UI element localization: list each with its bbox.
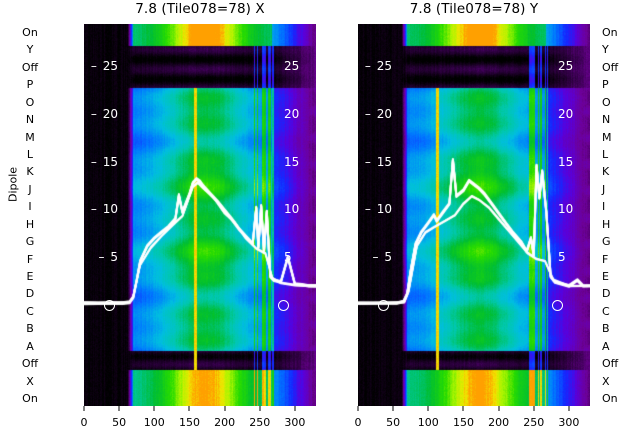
category-tick-left-i-10: I [28, 200, 32, 214]
x-tick-label-x-150: 150 [178, 416, 200, 429]
category-tick-right-i-10: I [602, 200, 606, 214]
x-tick-label-y-200: 200 [488, 416, 510, 429]
x-tick-label-y-100: 100 [417, 416, 439, 429]
category-tick-right-on-0: On [602, 26, 618, 39]
category-tick-right-o-4: O [602, 95, 611, 109]
x-tick-mark-x-250 [259, 406, 261, 411]
category-tick-right-g-12: G [602, 235, 611, 249]
category-tick-left-on-21: On [22, 392, 38, 405]
x-tick-mark-x-150 [188, 406, 190, 411]
category-tick-right-f-13: F [602, 252, 609, 266]
category-tick-right-n-5: N [602, 113, 611, 127]
category-tick-left-b-17: B [26, 322, 34, 336]
category-tick-right-off-2: Off [602, 60, 619, 74]
x-tick-mark-x-0 [83, 406, 85, 411]
category-tick-left-d-15: D [25, 287, 35, 301]
x-tick-label-y-250: 250 [523, 416, 545, 429]
category-tick-right-p-3: P [602, 78, 609, 92]
x-tick-mark-y-100 [427, 406, 429, 411]
x-tick-mark-y-200 [498, 406, 500, 411]
x-tick-label-x-200: 200 [214, 416, 236, 429]
x-tick-label-y-150: 150 [452, 416, 474, 429]
category-tick-left-g-12: G [25, 235, 35, 249]
category-tick-left-y-1: Y [26, 43, 34, 57]
panel-title-y: 7.8 (Tile078=78) Y [409, 1, 539, 17]
category-tick-right-e-14: E [602, 270, 609, 283]
category-tick-right-d-15: D [602, 287, 611, 301]
category-axis-left: On Y Off P O N M L K J I H G F E D C B A Off X On [12, 24, 48, 406]
category-tick-right-k-8: K [602, 165, 610, 179]
category-tick-right-m-6: M [602, 130, 612, 144]
category-tick-right-a-18: A [602, 339, 610, 353]
spectrogram-image-y [358, 24, 590, 406]
category-tick-right-j-9: J [602, 182, 606, 196]
x-tick-label-y-0: 0 [354, 416, 362, 429]
x-axis-right: 0 50 100 150 200 250 300 [354, 406, 590, 440]
category-tick-left-off-2: Off [21, 60, 39, 74]
x-tick-label-x-250: 250 [249, 416, 271, 429]
category-tick-left-h-11: H [25, 217, 35, 231]
category-tick-left-a-18: A [26, 339, 34, 353]
category-tick-left-j-9: J [28, 182, 32, 196]
x-tick-mark-y-50 [392, 406, 394, 411]
x-tick-label-y-300: 300 [558, 416, 580, 429]
category-tick-right-l-7: L [602, 148, 609, 161]
x-tick-mark-y-300 [568, 406, 570, 411]
x-tick-mark-x-100 [153, 406, 155, 411]
x-tick-mark-x-200 [224, 406, 226, 411]
x-tick-label-x-300: 300 [284, 416, 306, 429]
category-tick-right-b-17: B [602, 322, 610, 336]
spectrogram-image-x [84, 24, 316, 406]
category-tick-left-c-16: C [26, 304, 34, 318]
category-tick-left-o-4: O [25, 95, 35, 109]
category-tick-left-n-5: N [25, 113, 35, 127]
x-tick-label-y-50: 50 [386, 416, 401, 429]
category-axis-right: On Y Off P O N M L K J I H G F E D C B A Off X On [600, 24, 636, 406]
category-tick-right-off-19: Off [602, 357, 619, 371]
category-tick-right-y-1: Y [602, 43, 609, 57]
x-tick-label-x-100: 100 [143, 416, 165, 429]
category-tick-left-p-3: P [26, 78, 34, 92]
x-tick-mark-x-300 [294, 406, 296, 411]
category-tick-left-x-20: X [26, 374, 34, 388]
category-tick-right-x-20: X [602, 374, 610, 388]
category-tick-left-k-8: K [26, 165, 34, 179]
category-tick-left-f-13: F [26, 252, 34, 266]
category-tick-left-e-14: E [26, 270, 34, 283]
x-tick-label-x-50: 50 [112, 416, 127, 429]
category-tick-left-l-7: L [26, 148, 34, 161]
category-tick-left-off-19: Off [21, 357, 39, 371]
category-tick-left-m-6: M [25, 130, 35, 144]
x-tick-label-x-0: 0 [80, 416, 88, 429]
category-tick-right-c-16: C [602, 304, 610, 318]
x-axis-left: 0 50 100 150 200 250 300 [80, 406, 316, 440]
x-tick-mark-y-150 [462, 406, 464, 411]
x-tick-mark-x-50 [118, 406, 120, 411]
category-tick-right-h-11: H [602, 217, 611, 231]
x-tick-mark-y-250 [533, 406, 535, 411]
x-tick-mark-y-0 [357, 406, 359, 411]
category-tick-right-on-21: On [602, 392, 618, 405]
category-tick-left-on-0: On [22, 26, 38, 39]
panel-title-x: 7.8 (Tile078=78) X [135, 1, 265, 17]
